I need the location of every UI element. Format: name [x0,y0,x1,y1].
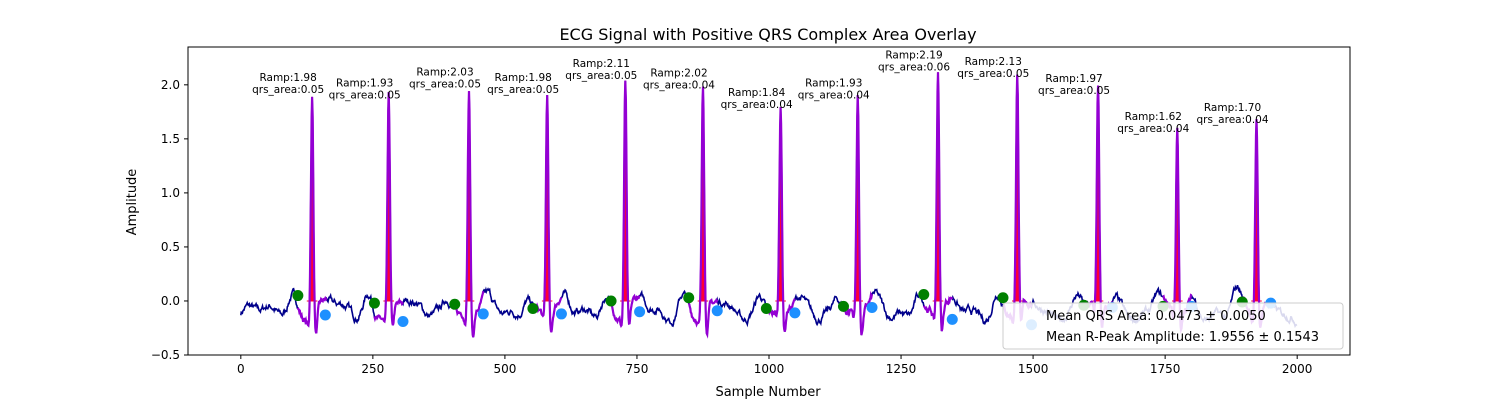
qrs-onset-marker-3 [449,298,461,310]
plot-layer [240,72,1298,339]
qrs-offset-marker-3 [477,308,489,320]
axis-layer: 0 250 500 750 1000 1250 1500 1750 2000 −0.5 0.0 0.5… [151,46,1351,376]
qrs-area-label-5: qrs_area:0.05 [565,70,637,82]
qrs-segment-1 [296,96,328,334]
qrs-segment-5 [610,80,641,329]
x-tick-label-1000: 1000 [754,362,785,376]
qrs-onset-marker-2 [368,297,380,309]
qrs-offset-marker-1 [319,309,331,321]
r-amplitude-label-1: Ramp:1.98 [259,72,316,84]
x-tick-label-1500: 1500 [1018,362,1049,376]
qrs-offset-marker-7 [789,307,801,319]
chart-title: ECG Signal with Positive QRS Complex Are… [559,25,976,44]
x-axis-label: Sample Number [715,385,821,400]
qrs-segment-7 [765,107,796,332]
qrs-onset-marker-4 [527,303,539,315]
y-tick-label-3: 1.0 [161,186,180,200]
qrs-onset-marker-1 [292,290,304,302]
legend-entry-r-peak: Mean R-Peak Amplitude: 1.9556 ± 0.1543 [1046,330,1319,345]
x-tick-label-2000: 2000 [1282,362,1313,376]
qrs-offset-marker-6 [711,305,723,317]
legend: Mean QRS Area: 0.0473 ± 0.0050 Mean R-Pe… [1002,302,1344,350]
qrs-area-label-6: qrs_area:0.04 [643,80,715,92]
legend-entry-qrs-area: Mean QRS Area: 0.0473 ± 0.0050 [1046,309,1266,324]
r-amplitude-label-13: Ramp:1.70 [1204,102,1261,114]
qrs-area-label-11: qrs_area:0.05 [1038,85,1110,97]
qrs-onset-marker-5 [605,295,617,307]
qrs-offset-marker-2 [397,315,409,327]
y-tick-label-0: −0.5 [151,348,180,362]
y-tick-label-1: 0.0 [161,294,180,308]
qrs-area-label-3: qrs_area:0.05 [409,79,481,91]
legend-box [1002,302,1344,350]
r-amplitude-label-8: Ramp:1.93 [805,77,862,89]
x-tick-label-0: 0 [237,362,245,376]
y-tick-label-2: 0.5 [161,240,180,254]
qrs-onset-marker-7 [760,303,772,315]
r-amplitude-label-7: Ramp:1.84 [728,87,786,99]
qrs-onset-marker-8 [837,300,849,312]
r-amplitude-label-6: Ramp:2.02 [650,68,707,80]
annotation-layer: Ramp:1.98qrs_area:0.05Ramp:1.93qrs_area:… [252,49,1269,135]
qrs-area-label-12: qrs_area:0.04 [1117,123,1189,135]
y-tick-label-4: 1.5 [161,132,180,146]
r-amplitude-label-9: Ramp:2.19 [885,49,942,61]
qrs-segment-6 [687,86,719,339]
qrs-onset-marker-9 [918,288,930,300]
qrs-area-label-10: qrs_area:0.05 [957,68,1029,80]
qrs-offset-marker-5 [634,306,646,318]
qrs-area-label-1: qrs_area:0.05 [252,84,324,96]
r-amplitude-label-3: Ramp:2.03 [416,67,473,79]
qrs-area-label-8: qrs_area:0.04 [798,89,870,101]
r-amplitude-label-11: Ramp:1.97 [1045,73,1102,85]
qrs-onset-marker-6 [683,292,695,304]
r-amplitude-label-10: Ramp:2.13 [965,56,1022,68]
x-tick-label-750: 750 [626,362,649,376]
qrs-segment-3 [453,91,485,338]
qrs-area-label-7: qrs_area:0.04 [721,99,793,111]
qrs-area-label-4: qrs_area:0.05 [487,84,559,96]
qrs-area-label-13: qrs_area:0.04 [1196,114,1268,126]
x-tick-label-1750: 1750 [1150,362,1181,376]
r-amplitude-label-2: Ramp:1.93 [336,77,393,89]
qrs-segment-9 [922,72,954,332]
qrs-area-label-2: qrs_area:0.05 [329,89,401,101]
qrs-onset-marker-10 [997,292,1009,304]
qrs-offset-marker-9 [946,313,958,325]
y-tick-label-5: 2.0 [161,78,180,92]
qrs-offset-marker-8 [866,301,878,313]
qrs-offset-marker-4 [555,308,567,320]
x-tick-label-250: 250 [361,362,384,376]
qrs-area-label-9: qrs_area:0.06 [878,61,950,73]
r-amplitude-label-4: Ramp:1.98 [495,72,552,84]
r-amplitude-label-12: Ramp:1.62 [1125,111,1182,123]
qrs-segment-2 [373,92,404,326]
y-axis-label: Amplitude [125,169,140,236]
x-tick-label-500: 500 [493,362,516,376]
x-tick-label-1250: 1250 [886,362,917,376]
r-amplitude-label-5: Ramp:2.11 [573,58,630,70]
